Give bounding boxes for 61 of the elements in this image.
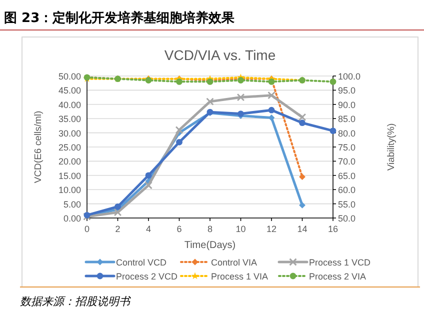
point <box>299 120 306 126</box>
point <box>145 172 152 179</box>
chart-title: 图 23：定制化开发培养基细胞培养效果 <box>4 10 236 26</box>
x-tick-label: 0 <box>84 224 90 234</box>
point <box>298 113 306 122</box>
x-tick-label: 14 <box>297 224 308 234</box>
point <box>268 91 276 100</box>
point <box>299 202 306 208</box>
point <box>175 126 184 134</box>
point <box>268 78 275 85</box>
y-tick-label: 15.00 <box>58 170 81 181</box>
source-note: 数据来源：招股说明书 <box>20 295 132 308</box>
x-axis-title: Time(Days) <box>184 240 236 251</box>
y2-tick-label: 90.0 <box>338 100 356 110</box>
y2-tick-label: 55.0 <box>338 199 356 210</box>
y2-tick-label: 100.0 <box>338 72 361 82</box>
legend-label: Control VIA <box>211 258 258 268</box>
y-tick-label: 50.00 <box>58 72 81 82</box>
y2-tick-label: 85.0 <box>338 114 356 124</box>
chart-subtitle: VCD/VIA vs. Time <box>164 47 276 63</box>
point <box>330 128 336 134</box>
legend-label: Process 2 VCD <box>116 272 178 282</box>
y2-axis-title: Viability(%) <box>386 123 397 171</box>
y2-tick-label: 75.0 <box>338 142 356 152</box>
x-tick-label: 4 <box>146 224 152 234</box>
point <box>299 174 306 180</box>
x-tick-label: 8 <box>207 224 213 234</box>
x-tick-label: 16 <box>328 224 338 234</box>
point <box>330 78 336 85</box>
y2-tick-label: 50.0 <box>338 214 356 224</box>
point <box>176 138 182 146</box>
y-tick-label: 25.00 <box>58 142 81 152</box>
y-tick-label: 35.00 <box>58 114 81 124</box>
point <box>176 78 182 85</box>
y2-tick-label: 60.0 <box>338 185 356 196</box>
y-tick-label: 10.00 <box>58 185 81 196</box>
x-tick-label: 6 <box>176 224 182 234</box>
point <box>114 203 121 210</box>
x-tick-label: 12 <box>266 224 277 234</box>
point <box>114 208 122 216</box>
y-tick-label: 45.00 <box>58 86 81 96</box>
y2-tick-label: 65.0 <box>338 170 356 181</box>
y2-tick-label: 95.0 <box>338 86 356 96</box>
y-tick-label: 20.00 <box>58 156 81 167</box>
legend-label: Process 1 VIA <box>211 272 268 282</box>
y2-tick-label: 70.0 <box>338 156 356 167</box>
y-tick-label: 0.00 <box>63 214 81 224</box>
legend-label: Control VCD <box>116 258 168 268</box>
point <box>144 181 152 190</box>
y-tick-label: 5.00 <box>63 199 81 210</box>
legend-label: Process 2 VIA <box>309 272 366 282</box>
point <box>236 93 245 102</box>
legend-label: Process 1 VCD <box>309 258 372 268</box>
y2-tick-label: 80.0 <box>338 128 356 138</box>
y-tick-label: 40.00 <box>58 100 81 110</box>
y-axis-title: VCD(E6 cells/ml) <box>33 110 44 184</box>
point <box>268 106 275 114</box>
x-tick-label: 2 <box>115 224 120 234</box>
point <box>206 98 214 106</box>
y-tick-label: 30.00 <box>58 128 81 138</box>
x-tick-label: 10 <box>236 224 246 234</box>
